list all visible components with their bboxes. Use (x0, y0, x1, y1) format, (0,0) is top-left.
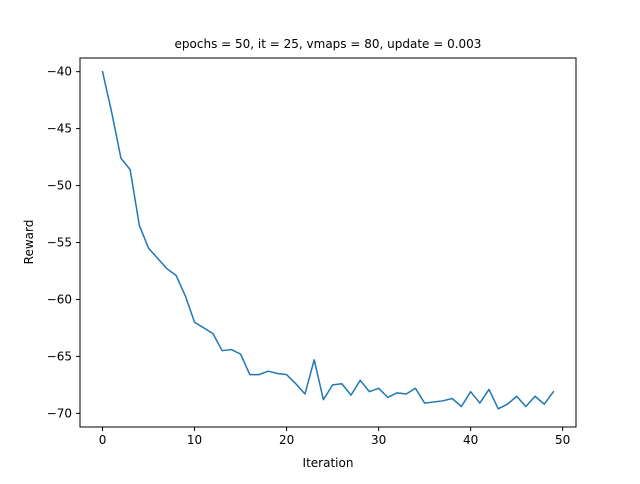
plot-area (103, 72, 554, 409)
y-tick-label: −40 (47, 65, 72, 79)
x-tick-label: 30 (371, 433, 386, 447)
x-tick-label: 20 (279, 433, 294, 447)
chart-title: epochs = 50, it = 25, vmaps = 80, update… (175, 37, 482, 51)
y-axis-ticks: −40 −45 −50 −55 −60 −65 −70 (47, 65, 80, 421)
y-tick-label: −60 (47, 292, 72, 306)
x-tick-label: 50 (555, 433, 570, 447)
x-axis-ticks: 0 10 20 30 40 50 (99, 427, 571, 447)
y-tick-label: −70 (47, 406, 72, 420)
x-axis-label: Iteration (303, 456, 354, 470)
series-line-0 (103, 72, 554, 409)
y-axis-label: Reward (22, 220, 36, 265)
y-tick-label: −65 (47, 349, 72, 363)
x-tick-label: 0 (99, 433, 107, 447)
x-tick-label: 40 (463, 433, 478, 447)
y-tick-label: −50 (47, 179, 72, 193)
axes-frame (80, 58, 576, 427)
x-tick-label: 10 (187, 433, 202, 447)
y-tick-label: −45 (47, 122, 72, 136)
y-tick-label: −55 (47, 236, 72, 250)
